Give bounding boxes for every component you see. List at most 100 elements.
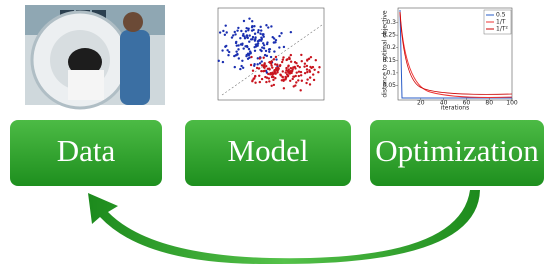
scatter-point — [236, 29, 238, 31]
scatter-point — [239, 68, 241, 70]
scatter-point — [265, 81, 267, 83]
x-tick-label: 80 — [485, 100, 493, 107]
scatter-point — [243, 20, 245, 22]
scatter-point — [236, 53, 238, 55]
scatter-point — [258, 67, 260, 69]
scatter-point — [248, 34, 250, 36]
scatter-point — [273, 50, 275, 52]
scatter-point — [248, 48, 250, 50]
scatter-point — [278, 35, 280, 37]
scatter-point — [276, 71, 278, 73]
scatter-point — [254, 50, 256, 52]
scatter-point — [224, 46, 226, 48]
scatter-point — [235, 50, 237, 52]
scatter-point — [282, 70, 284, 72]
scatter-point — [294, 67, 296, 69]
scatter-point — [234, 31, 236, 33]
scatter-point — [252, 36, 254, 38]
scatter-point — [222, 30, 224, 32]
scatter-point — [251, 20, 253, 22]
scatter-point — [259, 57, 261, 59]
scatter-point — [305, 82, 307, 84]
scatter-point — [259, 81, 261, 83]
scatter-point — [290, 61, 292, 63]
scatter-point — [268, 48, 270, 50]
scatter-point — [274, 63, 276, 65]
scatter-point — [242, 47, 244, 49]
scatter-point — [260, 37, 262, 39]
scatter-point — [284, 76, 286, 78]
scatter-point — [252, 29, 254, 31]
scatter-point — [303, 65, 305, 67]
scatter-point — [269, 73, 271, 75]
scatter-point — [289, 80, 291, 82]
scatter-point — [291, 78, 293, 80]
scatter-point — [300, 74, 302, 76]
scatter-point — [249, 50, 251, 52]
scatter-point — [297, 65, 299, 67]
scatter-point — [281, 61, 283, 63]
scatter-point — [256, 45, 258, 47]
scatter-point — [298, 75, 300, 77]
scatter-point — [272, 76, 274, 78]
scatter-point — [298, 70, 300, 72]
scatter-point — [250, 64, 252, 66]
scatter-point — [306, 59, 308, 61]
scatter-point — [234, 66, 236, 68]
scatter-point — [300, 71, 302, 73]
diagram: distance to optimal objective iterations… — [0, 0, 548, 266]
scatter-point — [248, 40, 250, 42]
scatter-point — [290, 31, 292, 33]
scatter-point — [270, 25, 272, 27]
scatter-point — [265, 50, 267, 52]
x-tick-label: 40 — [440, 100, 448, 107]
scatter-point — [263, 64, 265, 66]
scatter-point — [287, 71, 289, 73]
scatter-point — [281, 76, 283, 78]
scatter-point — [253, 65, 255, 67]
scatter-point — [257, 29, 259, 31]
scatter-point — [266, 43, 268, 45]
scatter-point — [306, 71, 308, 73]
scatter-point — [270, 62, 272, 64]
scatter-point — [275, 39, 277, 41]
scatter-point — [264, 70, 266, 72]
scatter-point — [296, 71, 298, 73]
y-tick-label: 0.1 — [386, 69, 396, 76]
scatter-point — [247, 29, 249, 31]
scatter-point — [242, 67, 244, 69]
scatter-point — [259, 33, 261, 35]
scatter-point — [241, 44, 243, 46]
scatter-point — [256, 67, 258, 69]
scatter-point — [262, 33, 264, 35]
scatter-point — [248, 57, 250, 59]
scatter-point — [308, 58, 310, 60]
scatter-point — [280, 32, 282, 34]
scatter-point — [260, 29, 262, 31]
scatter-point — [312, 66, 314, 68]
scatter-point — [294, 61, 296, 63]
scatter-point — [275, 56, 277, 58]
scatter-point — [264, 54, 266, 56]
scatter-point — [300, 54, 302, 56]
scatter-point — [297, 79, 299, 81]
scatter-point — [256, 63, 258, 65]
scatter-point — [313, 79, 315, 81]
scatter-point — [263, 57, 265, 59]
y-tick-label: 0.15 — [383, 57, 397, 64]
scatter-point — [272, 79, 274, 81]
scatter-point — [241, 60, 243, 62]
scatter-point — [285, 71, 287, 73]
scatter-point — [254, 82, 256, 84]
legend-label: 1/T — [496, 19, 506, 26]
scatter-point — [317, 71, 319, 73]
scatter-point — [286, 58, 288, 60]
scatter-point — [224, 34, 226, 36]
y-tick-label: 0.05 — [383, 82, 397, 89]
scatter-point — [245, 27, 247, 29]
scatter-point — [273, 58, 275, 60]
scatter-point — [251, 38, 253, 40]
scatter-point — [250, 56, 252, 58]
scatter-point — [263, 44, 265, 46]
scatter-point — [288, 56, 290, 58]
